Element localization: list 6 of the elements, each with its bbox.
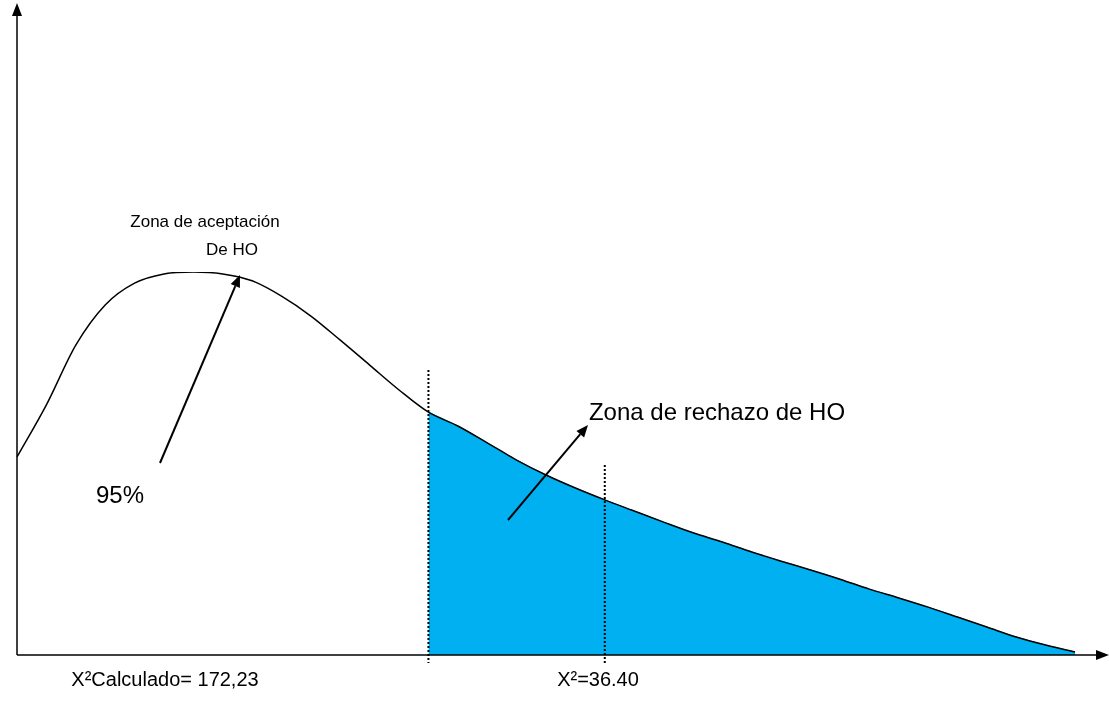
text: Zona de aceptación — [130, 212, 280, 232]
text: De HO — [206, 240, 258, 260]
annotation: Zona de rechazo de HO — [588, 398, 846, 426]
annotation: 95% — [95, 481, 145, 509]
text: X²=36.40 — [557, 668, 639, 691]
text: X²Calculado= 172,23 — [71, 668, 259, 691]
